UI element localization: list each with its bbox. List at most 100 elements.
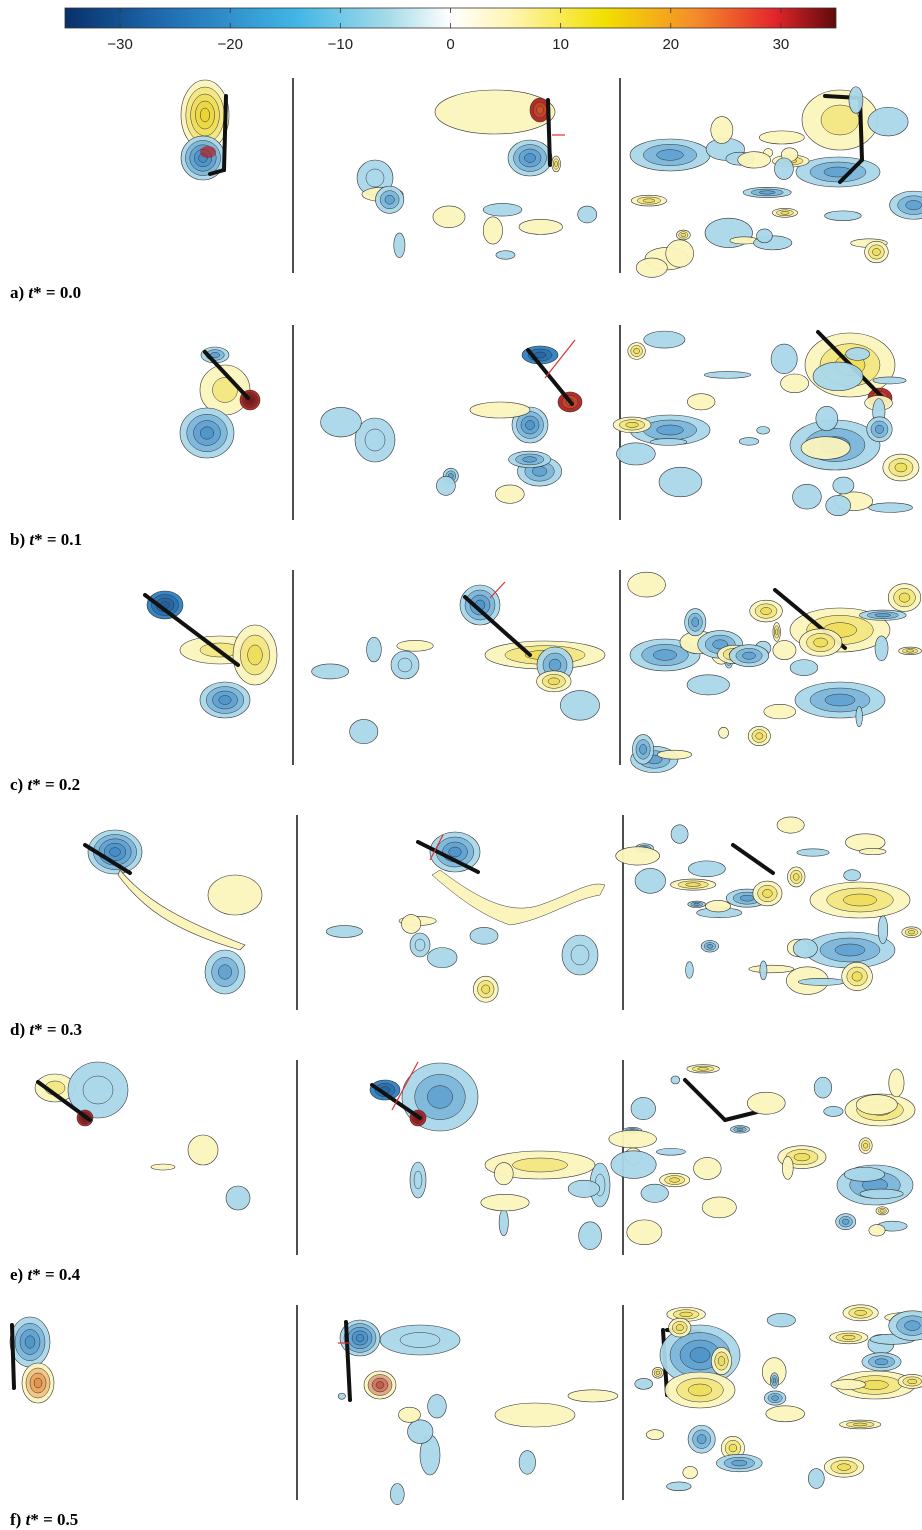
- velocity-arrow: [544, 339, 576, 379]
- negative-vortex-contour: [19, 1329, 41, 1355]
- field-negative-patch: [874, 635, 889, 662]
- panel-caption-value: * = 0.4: [32, 1265, 81, 1284]
- field-positive-patch: [841, 962, 873, 991]
- field-positive-patch-contour: [625, 422, 639, 428]
- field-positive-patch-contour: [813, 637, 829, 648]
- field-negative-patch: [888, 1310, 922, 1341]
- negative-patch-contour: [414, 1074, 466, 1120]
- field-negative-patch-contour: [874, 1358, 889, 1366]
- field-negative-patch: [610, 1150, 657, 1179]
- field-negative-patch: [703, 371, 752, 379]
- field-positive-patch-contour: [793, 873, 800, 881]
- colorbar-tick-label: −10: [328, 36, 353, 53]
- positive-patch: [469, 401, 531, 419]
- field-positive-patch-contour: [692, 1065, 715, 1072]
- wake-negative-patch: [320, 407, 362, 438]
- field-positive-patch-contour: [842, 1335, 856, 1340]
- field-negative-patch-contour: [723, 1456, 755, 1470]
- field-positive-patch-contour: [677, 880, 709, 889]
- positive-patch: [232, 624, 278, 686]
- negative-patch-contour: [397, 657, 413, 673]
- field-negative-patch: [687, 860, 726, 877]
- field-positive-patch: [626, 1219, 663, 1246]
- field-negative-patch: [670, 1075, 681, 1085]
- negative-patch-contour: [834, 943, 866, 957]
- field-negative-patch: [843, 1167, 886, 1182]
- field-negative-patch-contour: [731, 1459, 748, 1467]
- wake-negative-patch: [427, 1394, 447, 1419]
- field-negative-patch: [666, 1481, 692, 1492]
- colorbar-tick-label: −30: [107, 36, 132, 53]
- panel-caption: b) t* = 0.1: [10, 530, 82, 550]
- field-positive-patch: [752, 880, 783, 907]
- negative-patch: [794, 681, 886, 719]
- negative-patch: [409, 1161, 427, 1199]
- plate-body: [222, 94, 228, 172]
- field-positive-patch-contour: [685, 882, 701, 887]
- positive-vortex-contour: [29, 1372, 47, 1394]
- field-positive-patch-contour: [673, 1309, 700, 1320]
- wake-negative-patch: [337, 1392, 346, 1400]
- field-positive-patch: [746, 1091, 786, 1115]
- wake-positive-patch: [396, 640, 434, 652]
- positive-patch-contour: [688, 1383, 712, 1397]
- field-positive-patch: [627, 342, 646, 360]
- field-positive-patch: [897, 1374, 922, 1389]
- colorbar-tick-label: 0: [446, 36, 454, 53]
- wake-negative-patch: [366, 636, 382, 663]
- wake-positive-patch-contour: [477, 980, 495, 999]
- field-positive-patch-contour: [906, 649, 915, 653]
- wake-negative-patch: [482, 203, 523, 217]
- positive-patch-contour: [240, 634, 270, 676]
- negative-patch-contour: [399, 1332, 441, 1348]
- plate-body: [83, 843, 132, 875]
- negative-vortex-contour: [103, 842, 127, 862]
- field-positive-patch-contour: [630, 345, 643, 357]
- field-positive-patch-contour: [754, 603, 778, 619]
- field-negative-patch-contour: [736, 1127, 744, 1131]
- panel-caption-value: * = 0.1: [34, 530, 83, 549]
- field-positive-patch: [782, 1156, 794, 1180]
- field-negative-patch-contour: [870, 420, 889, 438]
- field-positive-patch: [845, 833, 886, 852]
- negative-patch-contour: [819, 937, 881, 963]
- positive-patch: [150, 1163, 176, 1171]
- colorbar-tick-label: 10: [552, 36, 569, 53]
- field-positive-patch: [711, 1346, 732, 1376]
- wake-negative-patch: [518, 1450, 536, 1475]
- field-negative-patch: [789, 659, 819, 676]
- field-negative-patch-contour: [842, 1218, 850, 1225]
- negative-vortex: [369, 1079, 401, 1101]
- field-negative-patch: [764, 1390, 787, 1406]
- field-positive-patch: [864, 240, 889, 264]
- field-positive-patch-contour: [893, 588, 916, 608]
- field-negative-patch: [824, 210, 862, 221]
- field-positive-patch: [829, 1330, 869, 1345]
- panel-caption: a) t* = 0.0: [10, 283, 81, 303]
- field-negative-patch: [756, 426, 770, 435]
- field-positive-patch: [693, 1157, 722, 1180]
- field-positive-patch-contour: [863, 1142, 869, 1149]
- colorbar-tick-label: 30: [773, 36, 790, 53]
- field-negative-patch: [825, 495, 851, 517]
- field-negative-patch: [867, 106, 909, 137]
- field-negative-patch: [670, 824, 689, 844]
- wake-positive-patch-contour: [542, 674, 566, 689]
- field-positive-patch-contour: [860, 1140, 871, 1152]
- field-negative-patch: [813, 1076, 833, 1099]
- wake-negative-patch: [390, 1483, 405, 1505]
- field-negative-patch-contour: [692, 1429, 711, 1449]
- field-positive-patch-contour: [837, 1463, 851, 1471]
- positive-vortex-contour: [195, 100, 215, 130]
- positive-patch: [664, 1371, 736, 1409]
- wake-positive-patch: [473, 975, 499, 1003]
- field-negative-patch-contour: [771, 1375, 778, 1386]
- field-positive-patch: [687, 393, 716, 411]
- field-negative-patch: [845, 347, 870, 361]
- field-negative-patch-contour: [750, 188, 784, 197]
- negative-vortex: [199, 681, 251, 719]
- negative-patch-contour: [643, 144, 697, 166]
- field-positive-patch: [780, 373, 809, 394]
- field-negative-patch-contour: [742, 651, 756, 660]
- wake-positive-patch: [432, 205, 466, 228]
